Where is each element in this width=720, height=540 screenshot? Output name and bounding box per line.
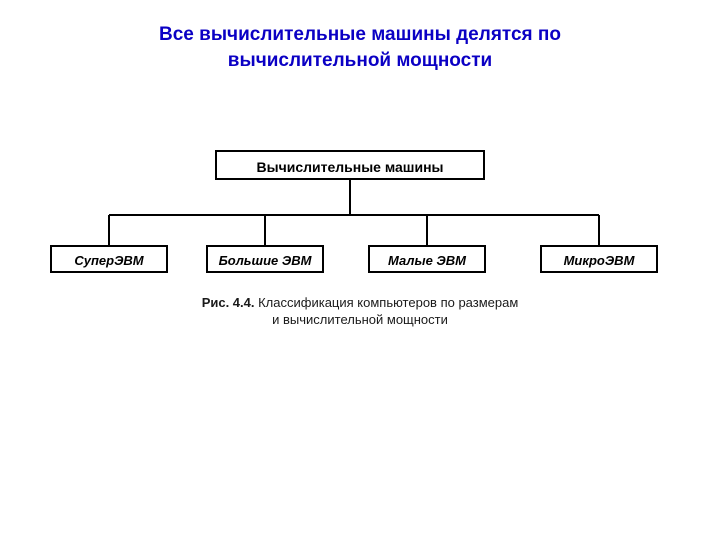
tree-child-node-2: Малые ЭВМ [368,245,486,273]
page-title: Все вычислительные машины делятся по выч… [0,0,720,73]
tree-child-node-3: МикроЭВМ [540,245,658,273]
tree-root-node: Вычислительные машины [215,150,485,180]
caption-line1: Классификация компьютеров по размерам [255,295,519,310]
tree-child-label: Малые ЭВМ [388,253,466,268]
caption-prefix: Рис. 4.4. [202,295,255,310]
tree-child-label: МикроЭВМ [564,253,635,268]
tree-child-label: Большие ЭВМ [219,253,312,268]
tree-root-label: Вычислительные машины [257,159,444,175]
caption-line2: и вычислительной мощности [272,312,448,327]
tree-child-node-0: СуперЭВМ [50,245,168,273]
title-line2: вычислительной мощности [228,50,492,71]
tree-child-node-1: Большие ЭВМ [206,245,324,273]
tree-child-label: СуперЭВМ [74,253,143,268]
figure-caption: Рис. 4.4. Классификация компьютеров по р… [0,295,720,329]
title-line1: Все вычислительные машины делятся по [159,24,561,45]
